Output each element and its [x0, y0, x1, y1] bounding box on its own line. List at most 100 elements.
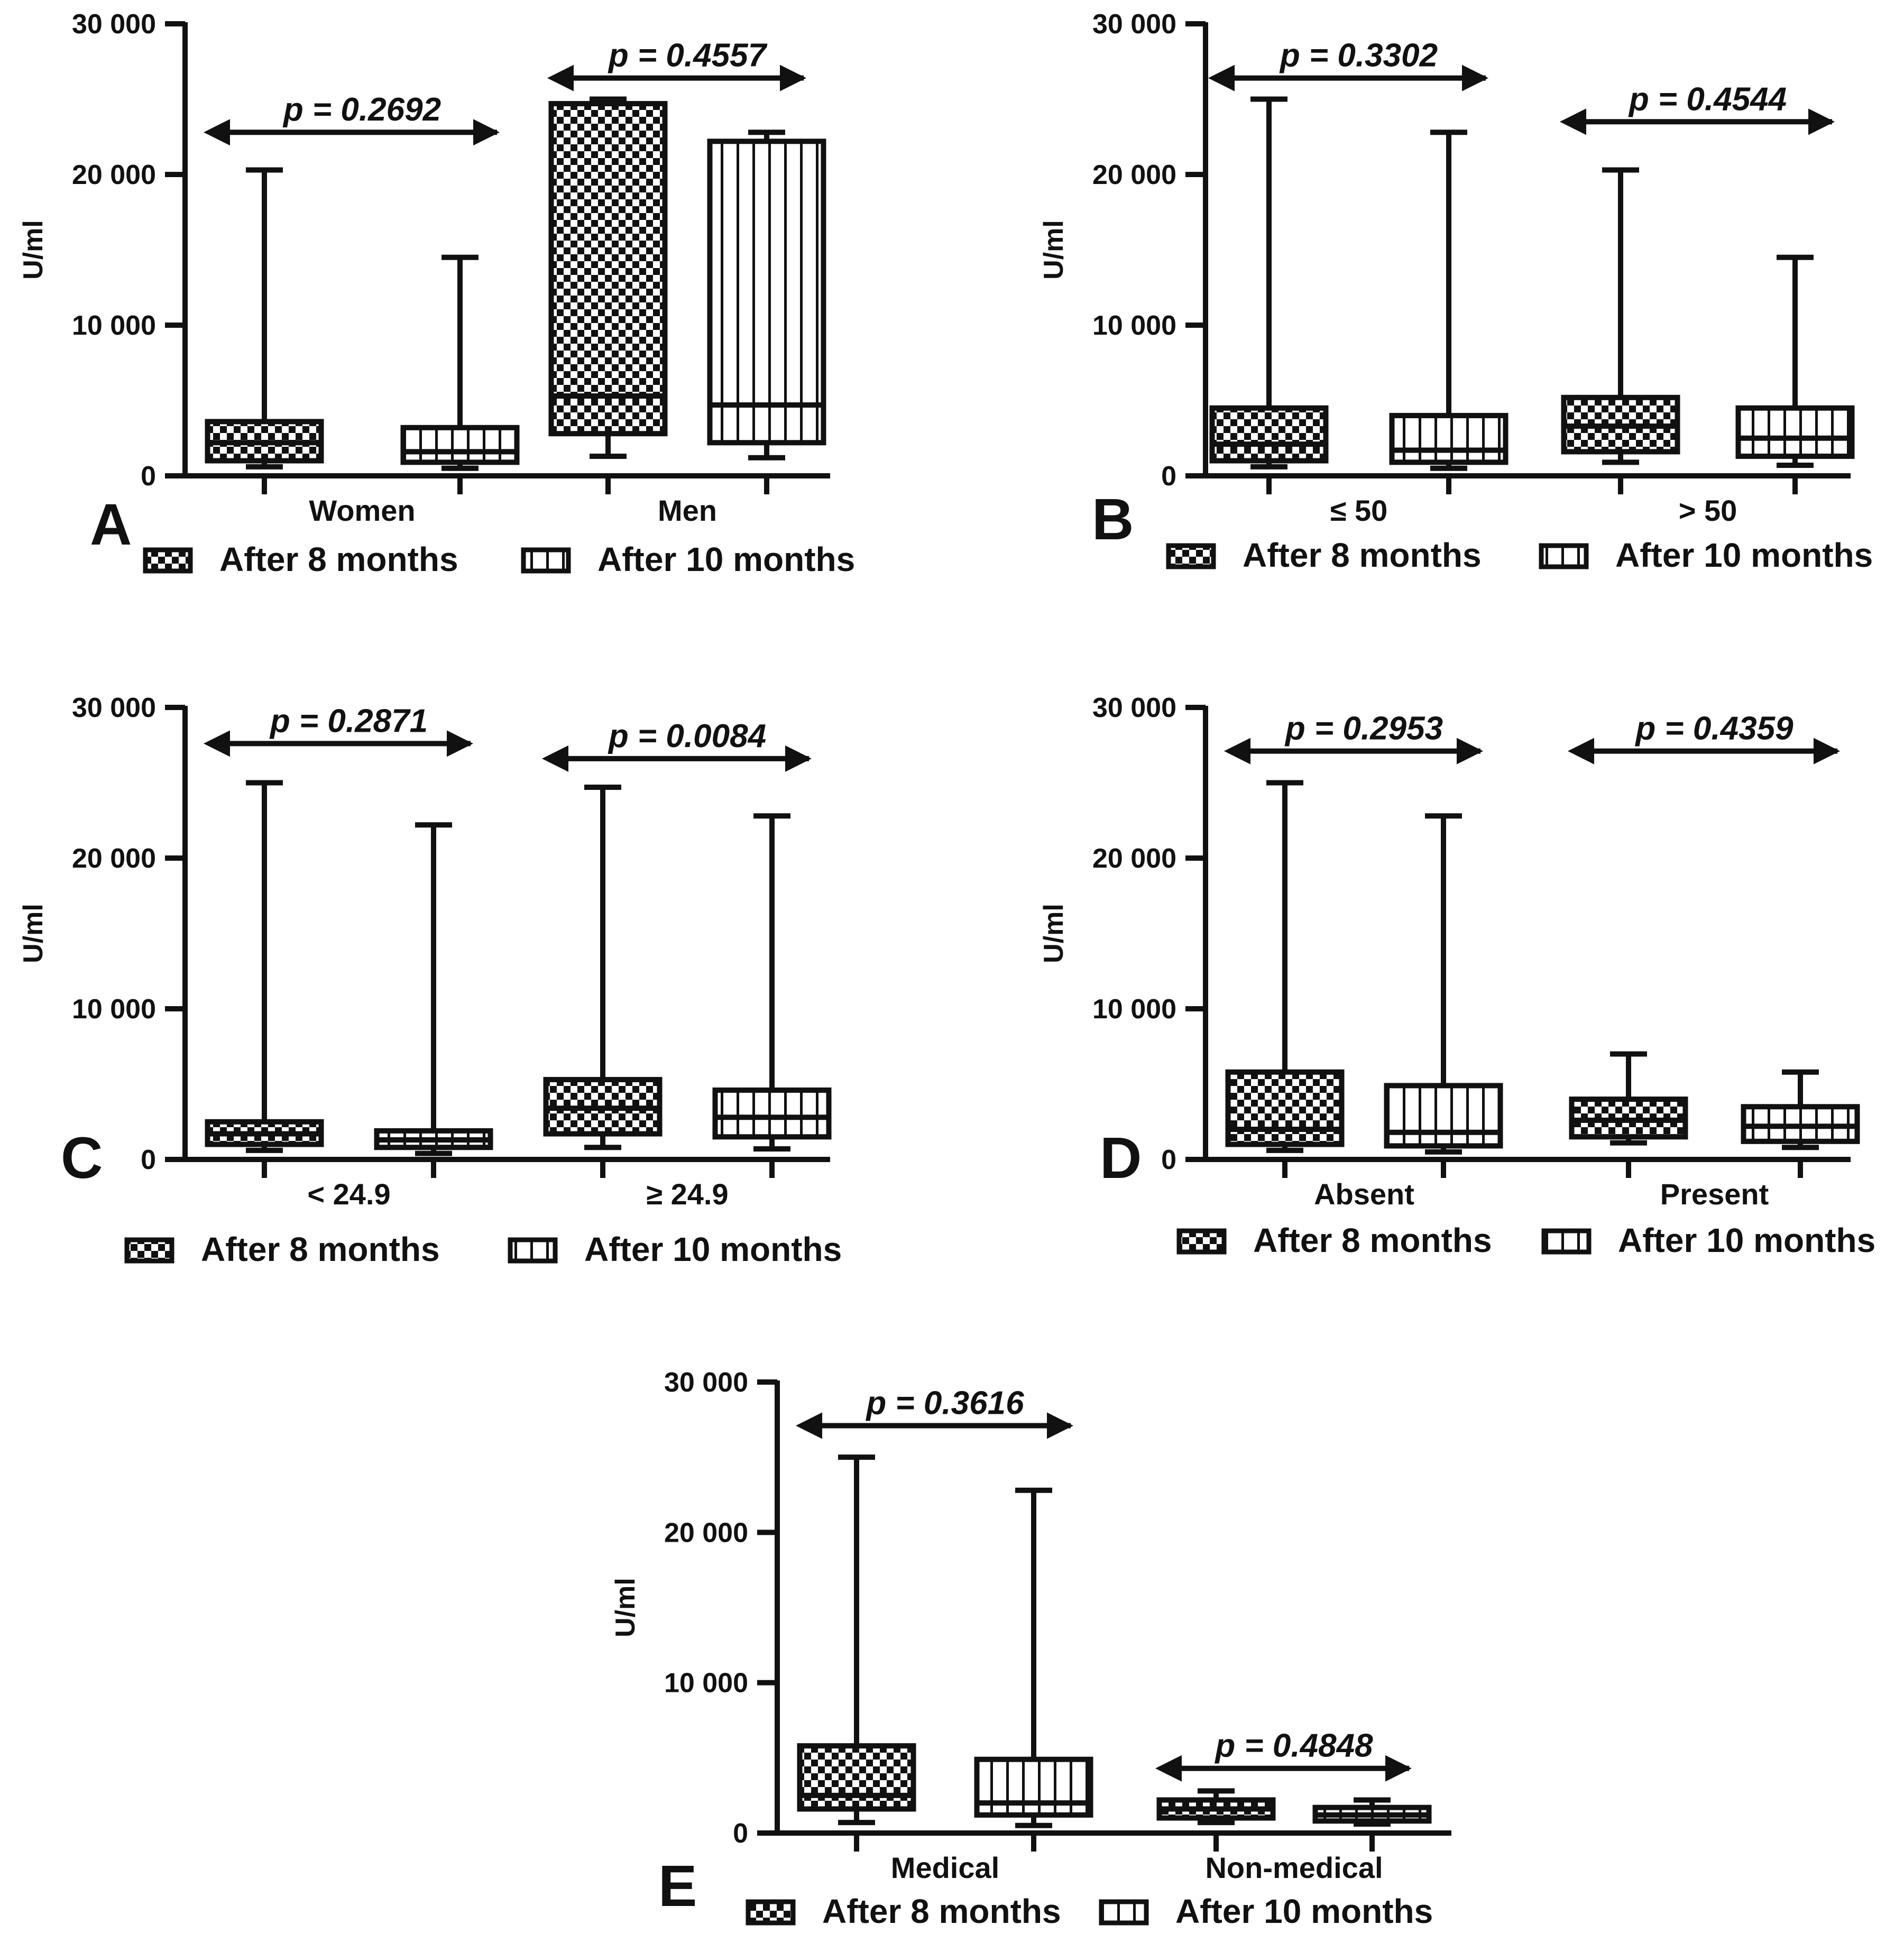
legend: After 8 months After 10 months	[143, 540, 855, 578]
y-tick-label: 10 000	[72, 310, 156, 341]
y-tick-label: 0	[141, 1145, 156, 1175]
legend-swatch	[1539, 543, 1589, 569]
box-after-8-months	[548, 96, 668, 459]
p-value-label: p = 0.3302	[1279, 38, 1438, 74]
legend-label: After 8 months	[219, 540, 458, 578]
box-iqr	[400, 425, 520, 465]
box-after-8-months	[543, 785, 663, 1150]
category-label: Medical	[891, 1851, 999, 1884]
y-tick-label: 30 000	[1092, 9, 1176, 40]
p-value-label: p = 0.2953	[1284, 711, 1443, 747]
group-1: Men p = 0.4557	[547, 38, 826, 527]
y-tick-label: 0	[141, 461, 156, 492]
y-tick-label: 20 000	[72, 843, 156, 874]
panel-e: 0 10 000 20 000 30 000 U/ml Medical p = 0.3616…	[610, 1367, 1451, 1930]
category-label: Present	[1660, 1177, 1769, 1211]
box-after-10-months	[1312, 1797, 1432, 1827]
y-tick-label: 10 000	[1092, 994, 1176, 1025]
y-tick-label: 30 000	[1092, 693, 1176, 723]
panel-letter: A	[90, 492, 132, 557]
panel-letter: B	[1092, 487, 1134, 552]
y-tick-label: 20 000	[1092, 160, 1176, 190]
box-after-10-months	[1389, 130, 1509, 471]
group-0: Women p = 0.2692	[204, 91, 520, 527]
p-value-label: p = 0.4544	[1628, 81, 1787, 117]
y-tick-label: 10 000	[1092, 310, 1176, 341]
y-tick-label: 10 000	[72, 994, 156, 1025]
legend-label: After 10 months	[1615, 536, 1873, 574]
category-label: Absent	[1314, 1177, 1414, 1211]
box-iqr	[974, 1756, 1093, 1818]
box-after-10-months	[974, 1487, 1093, 1828]
y-tick-label: 20 000	[1092, 843, 1176, 874]
y-tick-label: 20 000	[72, 160, 156, 190]
panel-letter: E	[658, 1854, 697, 1919]
category-label: ≥ 24.9	[646, 1177, 728, 1211]
y-tick-label: 0	[1161, 461, 1176, 492]
y-axis-label: U/ml	[18, 220, 49, 280]
p-value-label: p = 0.0084	[608, 718, 766, 754]
y-axis-label: U/ml	[1038, 220, 1069, 280]
group-1: ≥ 24.9 p = 0.0084	[542, 718, 832, 1211]
category-label: < 24.9	[307, 1177, 390, 1211]
p-value-label: p = 0.4557	[608, 38, 768, 74]
legend-label: After 10 months	[597, 540, 855, 578]
box-after-10-months	[1735, 254, 1855, 468]
box-iqr	[1389, 413, 1509, 465]
box-after-8-months	[1209, 96, 1329, 469]
category-label: > 50	[1679, 494, 1737, 527]
panel-b: 0 10 000 20 000 30 000 U/ml ≤ 50 p = 0.3302 > 5…	[1038, 9, 1873, 574]
box-iqr	[1225, 1069, 1345, 1147]
box-after-10-months	[712, 813, 832, 1152]
legend-label: After 10 months	[584, 1230, 842, 1268]
y-tick-label: 0	[733, 1818, 748, 1849]
group-0: Medical p = 0.3616	[796, 1385, 1093, 1884]
legend-swatch	[746, 1899, 796, 1926]
box-after-8-months	[797, 1454, 916, 1826]
box-iqr	[1209, 405, 1329, 464]
box-after-10-months	[1741, 1069, 1860, 1150]
box-after-8-months	[205, 167, 324, 469]
box-after-10-months	[707, 130, 826, 461]
legend: After 8 months After 10 months	[1176, 1221, 1875, 1259]
box-iqr	[1384, 1083, 1503, 1149]
legend-swatch	[1541, 1228, 1592, 1255]
p-value-label: p = 0.2871	[269, 703, 428, 739]
box-after-8-months	[205, 780, 324, 1153]
box-after-10-months	[374, 822, 493, 1156]
y-tick-label: 20 000	[664, 1517, 748, 1548]
category-label: Women	[309, 494, 415, 527]
category-label: Non-medical	[1205, 1851, 1383, 1884]
p-value-label: p = 0.2692	[282, 91, 441, 128]
y-tick-label: 0	[1161, 1145, 1176, 1175]
box-iqr	[712, 1087, 832, 1140]
legend: After 8 months After 10 months	[1166, 536, 1873, 574]
category-label: Men	[658, 494, 717, 527]
box-iqr	[548, 101, 668, 437]
panel-letter: C	[61, 1126, 103, 1191]
box-after-8-months	[1225, 780, 1345, 1153]
panel-a: 0 10 000 20 000 30 000 U/ml Women p = 0.2692 Me…	[18, 9, 855, 578]
y-tick-label: 10 000	[664, 1668, 748, 1699]
legend-label: After 10 months	[1175, 1892, 1433, 1930]
legend-swatch	[124, 1237, 174, 1264]
group-0: < 24.9 p = 0.2871	[204, 703, 493, 1211]
box-after-8-months	[1156, 1788, 1276, 1826]
legend-swatch	[521, 547, 571, 574]
group-1: Non-medical p = 0.4848	[1155, 1728, 1432, 1884]
legend-label: After 8 months	[201, 1230, 440, 1268]
y-tick-label: 30 000	[72, 9, 156, 40]
y-tick-label: 30 000	[664, 1367, 748, 1398]
p-value-label: p = 0.3616	[865, 1385, 1024, 1421]
box-iqr	[797, 1743, 916, 1812]
legend: After 8 months After 10 months	[746, 1892, 1433, 1930]
panel-d: 0 10 000 20 000 30 000 U/ml Absent p = 0.2953 P…	[1038, 693, 1875, 1259]
panel-c: 0 10 000 20 000 30 000 U/ml < 24.9 p = 0.2871 ≥…	[18, 693, 842, 1268]
y-tick-label: 30 000	[72, 693, 156, 723]
group-1: > 50 p = 0.4544	[1560, 81, 1855, 527]
p-value-label: p = 0.4848	[1214, 1728, 1373, 1764]
legend-swatch	[1176, 1228, 1227, 1255]
box-after-10-months	[1384, 813, 1503, 1155]
legend-swatch	[143, 547, 193, 574]
